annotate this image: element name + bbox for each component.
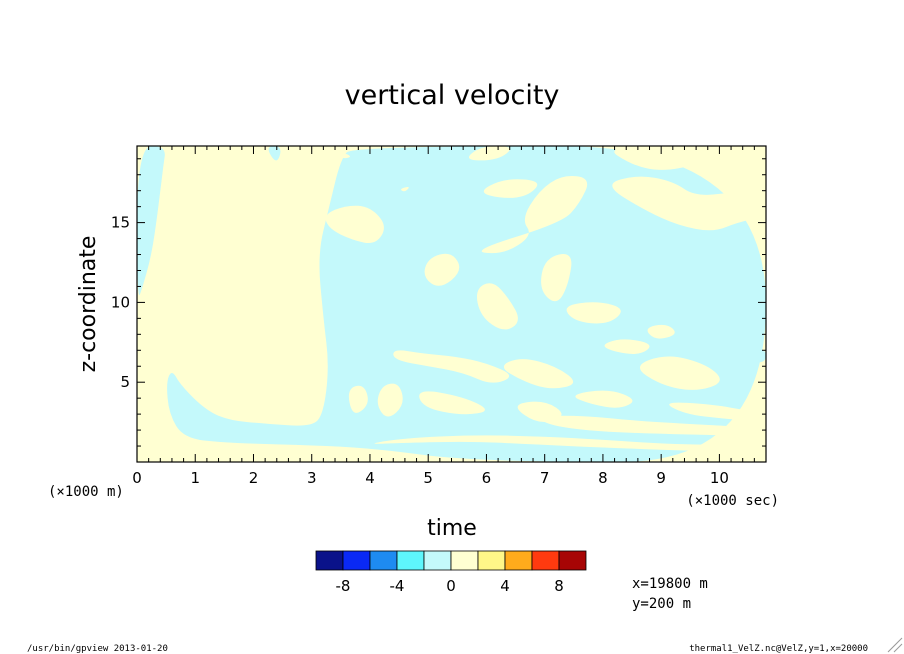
positive-region-24 (374, 435, 766, 452)
x-tick-label: 8 (598, 469, 608, 487)
chart-title: vertical velocity (345, 80, 560, 111)
x-tick-label: 4 (365, 469, 375, 487)
x-unit-note: (×1000 sec) (686, 493, 779, 509)
color-legend: -8 -4 0 4 8 (315, 550, 587, 595)
x-tick-label: 5 (423, 469, 433, 487)
positive-region-4 (614, 146, 703, 170)
positive-region-2 (481, 176, 588, 254)
x-tick-label: 3 (307, 469, 317, 487)
legend-tick-label: -8 (336, 577, 351, 595)
positive-region-25 (341, 153, 350, 159)
y-tick-label: 10 (111, 293, 130, 311)
x-tick-label: 7 (540, 469, 550, 487)
positive-region-7 (744, 167, 766, 179)
y-axis: 5 10 15 (111, 158, 766, 447)
x-tick-label: 2 (249, 469, 259, 487)
positive-region-22 (647, 324, 675, 339)
x-tick-label: 10 (710, 469, 729, 487)
legend-swatch (477, 550, 506, 571)
negative-region-0 (137, 146, 165, 296)
positive-region-14 (503, 359, 574, 389)
positive-region-12 (393, 350, 510, 383)
positive-region-13 (419, 391, 485, 415)
positive-region-5 (612, 176, 766, 231)
footer-left: /usr/bin/gpview 2013-01-20 (27, 644, 168, 654)
positive-region-20 (669, 402, 766, 421)
positive-region-6 (687, 196, 736, 211)
negative-patch-2 (750, 350, 766, 363)
annotation-y: y=200 m (632, 596, 691, 612)
legend-swatch (531, 550, 560, 571)
positive-region-26 (401, 186, 409, 192)
positive-region-15 (639, 356, 720, 390)
legend-swatch (315, 550, 344, 571)
positive-region-1 (468, 146, 510, 161)
positive-region-19 (575, 390, 633, 408)
positive-region-21 (604, 339, 650, 354)
legend-tick-label: 4 (500, 577, 510, 595)
x-tick-label: 0 (132, 469, 142, 487)
legend-swatch (396, 550, 425, 571)
positive-region-16 (377, 383, 403, 417)
resize-grip-icon[interactable] (887, 637, 903, 653)
x-axis: 0 1 2 3 4 5 6 7 8 9 10 (132, 146, 767, 487)
legend-tick-label: 8 (554, 577, 564, 595)
negative-patch-0 (698, 277, 740, 328)
legend-swatch (423, 550, 452, 571)
y-tick-label: 5 (120, 373, 130, 391)
x-tick-label: 9 (656, 469, 666, 487)
negative-region-1 (167, 146, 766, 462)
negative-region-2 (268, 146, 281, 161)
positive-region-10 (541, 254, 572, 302)
positive-region-0 (325, 205, 384, 244)
plot-area (137, 146, 766, 462)
positive-region-8 (424, 253, 460, 286)
positive-region-3 (483, 179, 538, 198)
legend-tick-label: 0 (446, 577, 456, 595)
positive-region-9 (476, 283, 518, 330)
legend-swatch (504, 550, 533, 571)
annotation-x: x=19800 m (632, 576, 708, 592)
positive-region-23 (541, 415, 766, 436)
y-axis-label: z-coordinate (76, 236, 101, 373)
x-tick-label: 1 (190, 469, 200, 487)
negative-patch-1 (623, 321, 647, 335)
positive-region-17 (348, 385, 368, 413)
x-axis-label: time (427, 516, 477, 541)
x-tick-label: 6 (482, 469, 492, 487)
legend-swatch (450, 550, 479, 571)
legend-swatch (558, 550, 587, 571)
y-unit-note: (×1000 m) (48, 484, 124, 500)
legend-swatch (369, 550, 398, 571)
positive-region-11 (566, 302, 621, 324)
footer-right: thermal1_VelZ.nc@VelZ,y=1,x=20000 (689, 644, 868, 654)
y-tick-label: 15 (111, 214, 130, 232)
legend-swatch (342, 550, 371, 571)
legend-tick-label: -4 (390, 577, 405, 595)
